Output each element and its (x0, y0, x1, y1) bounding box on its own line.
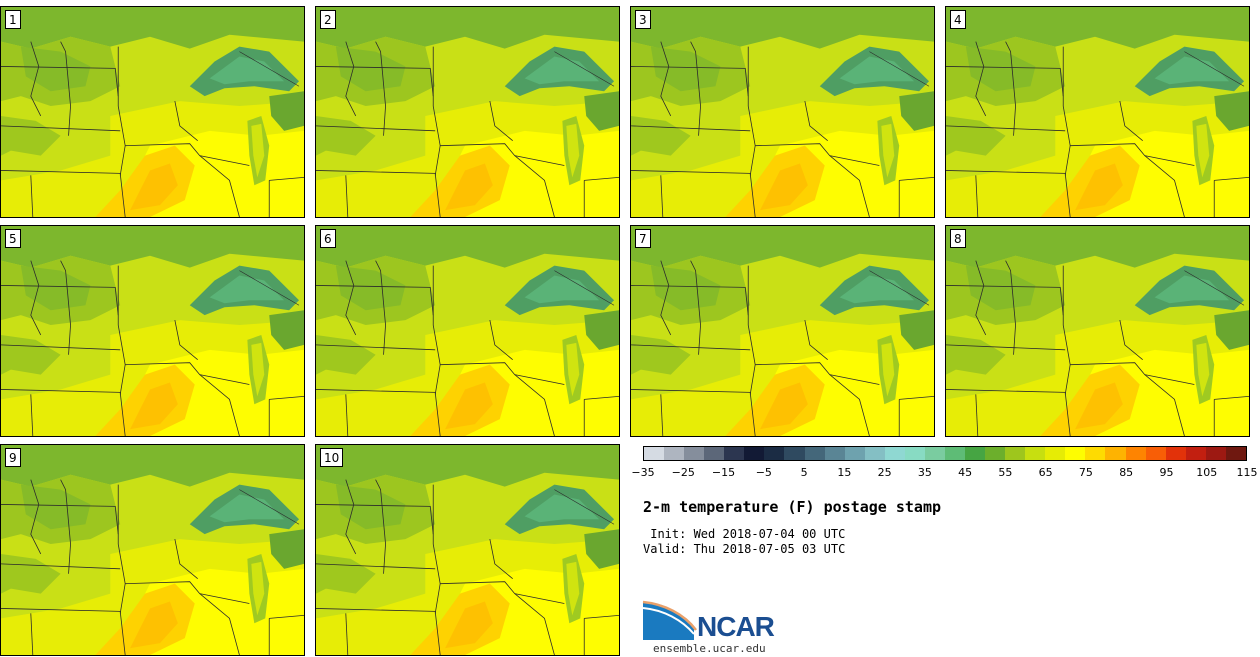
colorbar-swatch (664, 447, 685, 460)
colorbar-tick-label: 25 (877, 466, 892, 479)
colorbar-swatch (824, 447, 845, 460)
colorbar-swatch (784, 447, 805, 460)
colorbar-swatch (1065, 447, 1086, 460)
colorbar-swatch (804, 447, 825, 460)
colorbar-swatch (684, 447, 705, 460)
postage-stamp-map: 7 (630, 225, 935, 437)
colorbar-tick-label: −15 (711, 466, 736, 479)
colorbar-tick-label: 35 (917, 466, 932, 479)
stamp-label: 9 (5, 448, 21, 467)
stamp-label: 7 (635, 229, 651, 248)
colorbar-swatch (1125, 447, 1146, 460)
colorbar-swatch (1225, 447, 1246, 460)
stamp-label: 8 (950, 229, 966, 248)
colorbar-tick-label: −5 (755, 466, 772, 479)
colorbar-tick-label: 85 (1119, 466, 1134, 479)
colorbar-swatch (764, 447, 785, 460)
temperature-map (946, 7, 1249, 217)
temperature-map (631, 7, 934, 217)
ensemble-url: ensemble.ucar.edu (653, 642, 766, 655)
colorbar-swatch (1005, 447, 1026, 460)
colorbar-swatch (965, 447, 986, 460)
colorbar-swatch (904, 447, 925, 460)
stamp-label: 6 (320, 229, 336, 248)
colorbar-swatch (1145, 447, 1166, 460)
colorbar-swatch (1165, 447, 1186, 460)
colorbar-swatch (1045, 447, 1066, 460)
postage-stamp-map: 5 (0, 225, 305, 437)
stamp-label: 1 (5, 10, 21, 29)
colorbar-swatch (744, 447, 765, 460)
colorbar-tick-label: 15 (837, 466, 852, 479)
temperature-map (316, 445, 619, 655)
ncar-logo-text: NCAR (697, 611, 775, 642)
postage-stamp-map: 6 (315, 225, 620, 437)
temperature-colorbar (643, 446, 1247, 461)
colorbar-swatch (1085, 447, 1106, 460)
temperature-map (631, 226, 934, 436)
colorbar-swatch (924, 447, 945, 460)
init-time: Init: Wed 2018-07-04 00 UTC (643, 527, 846, 541)
colorbar-swatch (724, 447, 745, 460)
colorbar-tick-label: 65 (1038, 466, 1053, 479)
temperature-map (1, 445, 304, 655)
postage-stamp-map: 3 (630, 6, 935, 218)
stamp-label: 5 (5, 229, 21, 248)
colorbar-tick-label: 55 (998, 466, 1013, 479)
temperature-map (316, 226, 619, 436)
stamp-label: 10 (320, 448, 344, 467)
colorbar-swatch (704, 447, 725, 460)
colorbar-tick-label: −25 (671, 466, 695, 479)
colorbar-swatch (864, 447, 885, 460)
colorbar-swatch (1205, 447, 1226, 460)
temperature-map (316, 7, 619, 217)
postage-stamp-map: 10 (315, 444, 620, 656)
colorbar-swatch (1025, 447, 1046, 460)
colorbar-swatch (644, 447, 665, 460)
colorbar-swatch (844, 447, 865, 460)
temperature-map (1, 226, 304, 436)
postage-stamp-map: 9 (0, 444, 305, 656)
stamp-label: 3 (635, 10, 651, 29)
colorbar-tick-label: 105 (1196, 466, 1218, 479)
postage-stamp-map: 1 (0, 6, 305, 218)
colorbar-swatch (944, 447, 965, 460)
colorbar-swatch (884, 447, 905, 460)
postage-stamp-map: 8 (945, 225, 1250, 437)
colorbar-tick-label: 5 (800, 466, 808, 479)
colorbar-swatch (985, 447, 1006, 460)
colorbar-tick-label: 95 (1159, 466, 1174, 479)
plot-title: 2-m temperature (F) postage stamp (643, 498, 942, 516)
temperature-map (946, 226, 1249, 436)
colorbar-tick-labels: −35 −25 −15 −5 5 15 25 35 45 55 65 75 85 95 105 115 (631, 466, 1257, 480)
valid-time: Valid: Thu 2018-07-05 03 UTC (643, 542, 846, 556)
colorbar-tick-label: 115 (1236, 466, 1258, 479)
colorbar-tick-label: 45 (958, 466, 973, 479)
stamp-label: 4 (950, 10, 966, 29)
colorbar-tick-label: −35 (631, 466, 655, 479)
postage-stamp-map: 4 (945, 6, 1250, 218)
ncar-logo-icon (642, 600, 697, 640)
colorbar-swatch (1105, 447, 1126, 460)
postage-stamp-map: 2 (315, 6, 620, 218)
colorbar-tick-label: 75 (1078, 466, 1093, 479)
temperature-map (1, 7, 304, 217)
stamp-label: 2 (320, 10, 336, 29)
colorbar-swatch (1185, 447, 1206, 460)
